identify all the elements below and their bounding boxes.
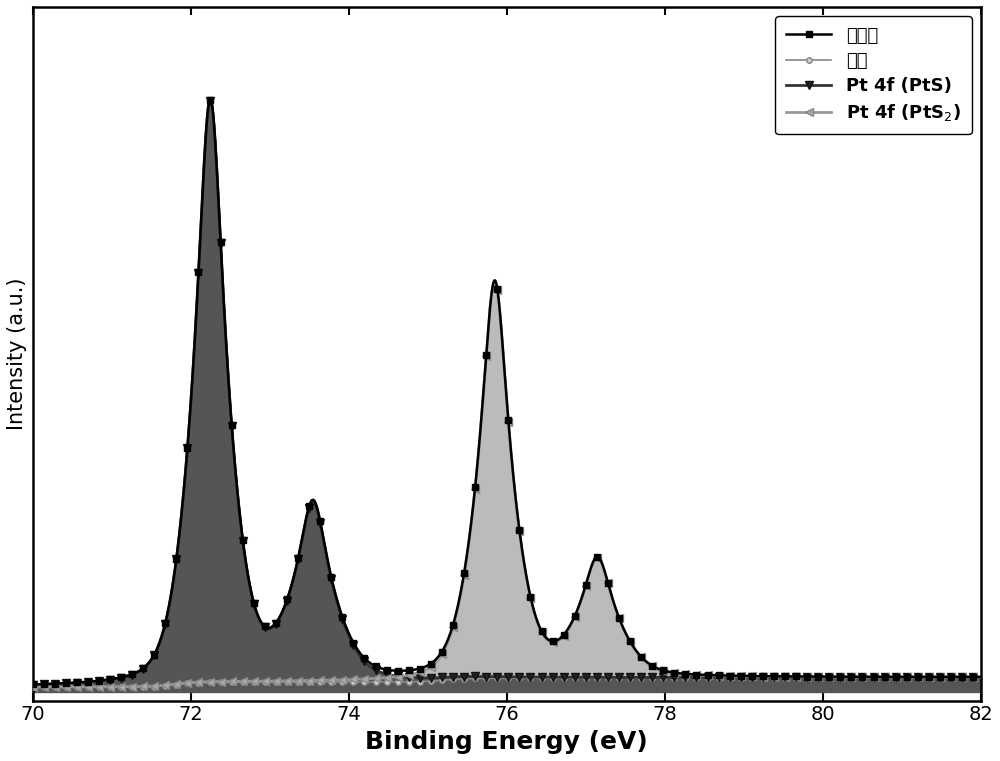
Pt 4f (PtS$_2$) — [191, 677, 203, 686]
背景 — [956, 673, 968, 682]
Pt 4f (PtS$_2$) — [135, 682, 147, 691]
X-axis label: Binding Energy (eV): Binding Energy (eV) — [365, 730, 648, 754]
Pt 4f (PtS$_2$) — [975, 673, 987, 682]
背景 — [191, 678, 203, 687]
背景 — [854, 673, 866, 682]
Pt 4f (PtS) — [975, 673, 987, 682]
测试谱 — [390, 666, 402, 675]
Pt 4f (PtS$_2$) — [489, 278, 501, 287]
Pt 4f (PtS) — [191, 298, 203, 307]
Pt 4f (PtS$_2$) — [27, 683, 38, 692]
测试谱 — [975, 673, 987, 682]
Y-axis label: Intensity (a.u.): Intensity (a.u.) — [7, 278, 27, 430]
背景 — [431, 676, 443, 685]
Pt 4f (PtS) — [27, 680, 38, 689]
Pt 4f (PtS) — [956, 673, 968, 682]
Pt 4f (PtS) — [135, 666, 147, 675]
背景 — [390, 677, 402, 686]
Line: Pt 4f (PtS): Pt 4f (PtS) — [28, 95, 985, 689]
Pt 4f (PtS) — [432, 673, 444, 682]
Line: 背景: 背景 — [30, 675, 983, 690]
背景 — [27, 683, 38, 692]
Line: 测试谱: 测试谱 — [29, 95, 984, 688]
测试谱 — [135, 665, 147, 674]
Pt 4f (PtS$_2$) — [956, 673, 968, 682]
Pt 4f (PtS$_2$) — [431, 657, 443, 666]
Legend: 测试谱, 背景, Pt 4f (PtS), Pt 4f (PtS$_2$): 测试谱, 背景, Pt 4f (PtS), Pt 4f (PtS$_2$) — [775, 16, 972, 134]
Pt 4f (PtS) — [854, 673, 866, 682]
测试谱 — [854, 672, 866, 681]
背景 — [135, 683, 147, 692]
Pt 4f (PtS) — [390, 671, 402, 680]
测试谱 — [204, 94, 216, 103]
Line: Pt 4f (PtS$_2$): Pt 4f (PtS$_2$) — [28, 278, 985, 691]
Pt 4f (PtS) — [204, 95, 216, 104]
测试谱 — [191, 298, 203, 307]
Pt 4f (PtS$_2$) — [390, 672, 402, 681]
Pt 4f (PtS$_2$) — [854, 673, 866, 682]
测试谱 — [432, 653, 444, 662]
测试谱 — [27, 680, 38, 689]
测试谱 — [956, 673, 968, 682]
背景 — [975, 673, 987, 682]
